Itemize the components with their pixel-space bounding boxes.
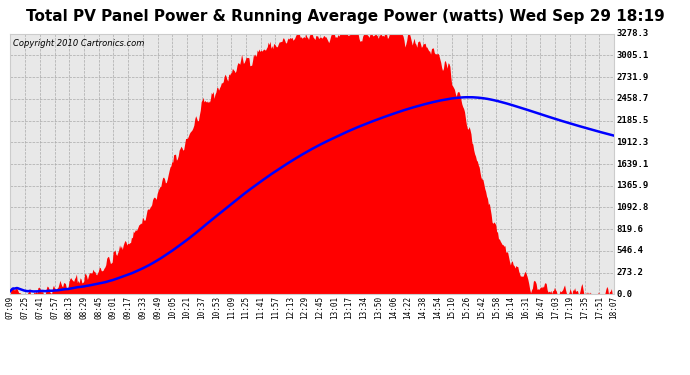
Text: 17:19: 17:19	[565, 296, 574, 320]
Text: 15:58: 15:58	[492, 296, 501, 320]
Text: 1912.3: 1912.3	[616, 138, 649, 147]
Text: 07:57: 07:57	[50, 296, 59, 320]
Text: 09:01: 09:01	[109, 296, 118, 320]
Text: 546.4: 546.4	[616, 246, 643, 255]
Text: 10:21: 10:21	[183, 296, 192, 320]
Text: 11:57: 11:57	[271, 296, 280, 320]
Text: 10:53: 10:53	[212, 296, 221, 320]
Text: 07:41: 07:41	[35, 296, 44, 320]
Text: 13:01: 13:01	[330, 296, 339, 320]
Text: 1365.9: 1365.9	[616, 181, 649, 190]
Text: 0.0: 0.0	[616, 290, 632, 299]
Text: 09:17: 09:17	[124, 296, 132, 320]
Text: 3005.1: 3005.1	[616, 51, 649, 60]
Text: 14:38: 14:38	[418, 296, 427, 320]
Text: 273.2: 273.2	[616, 268, 643, 277]
Text: 07:25: 07:25	[21, 296, 30, 320]
Text: 17:51: 17:51	[595, 296, 604, 320]
Text: 16:14: 16:14	[506, 296, 515, 320]
Text: 13:17: 13:17	[344, 296, 353, 320]
Text: 12:13: 12:13	[286, 296, 295, 320]
Text: 08:29: 08:29	[79, 296, 88, 320]
Text: 14:22: 14:22	[404, 296, 413, 320]
Text: 11:25: 11:25	[241, 296, 250, 320]
Text: 12:29: 12:29	[300, 296, 309, 320]
Text: 12:45: 12:45	[315, 296, 324, 320]
Text: 15:26: 15:26	[462, 296, 471, 320]
Text: 13:50: 13:50	[374, 296, 383, 320]
Text: 15:42: 15:42	[477, 296, 486, 320]
Text: 2185.5: 2185.5	[616, 116, 649, 125]
Text: 17:03: 17:03	[551, 296, 560, 320]
Text: 08:13: 08:13	[65, 296, 74, 320]
Text: 09:33: 09:33	[139, 296, 148, 320]
Text: 819.6: 819.6	[616, 225, 643, 234]
Text: 2458.7: 2458.7	[616, 94, 649, 104]
Text: 11:41: 11:41	[256, 296, 265, 320]
Text: 1639.1: 1639.1	[616, 160, 649, 169]
Text: 07:09: 07:09	[6, 296, 15, 320]
Text: 10:37: 10:37	[197, 296, 206, 320]
Text: 13:34: 13:34	[359, 296, 368, 320]
Text: 2731.9: 2731.9	[616, 73, 649, 82]
Text: 3278.3: 3278.3	[616, 29, 649, 38]
Text: 16:31: 16:31	[521, 296, 530, 320]
Text: 08:45: 08:45	[95, 296, 103, 320]
Text: 18:07: 18:07	[609, 296, 619, 320]
Text: 14:54: 14:54	[433, 296, 442, 320]
Text: Copyright 2010 Cartronics.com: Copyright 2010 Cartronics.com	[13, 39, 145, 48]
Text: 1092.8: 1092.8	[616, 203, 649, 212]
Text: 17:35: 17:35	[580, 296, 589, 320]
Text: 16:47: 16:47	[536, 296, 545, 320]
Text: Total PV Panel Power & Running Average Power (watts) Wed Sep 29 18:19: Total PV Panel Power & Running Average P…	[26, 9, 664, 24]
Text: 11:09: 11:09	[227, 296, 236, 320]
Text: 10:05: 10:05	[168, 296, 177, 320]
Text: 14:06: 14:06	[388, 296, 397, 320]
Text: 15:10: 15:10	[448, 296, 457, 320]
Text: 09:49: 09:49	[153, 296, 162, 320]
